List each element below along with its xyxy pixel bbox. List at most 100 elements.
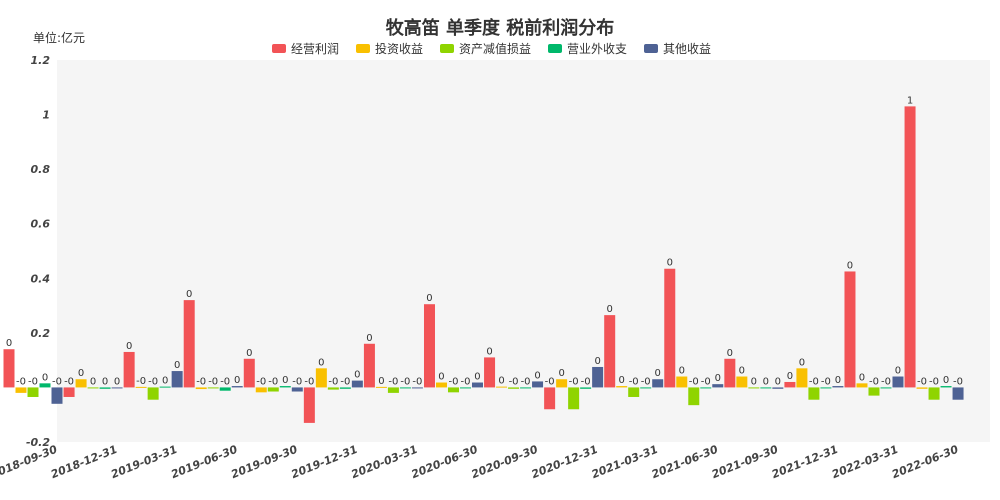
bar — [784, 381, 796, 388]
data-label: -0 — [641, 376, 651, 387]
y-tick-label: -0.2 — [26, 436, 50, 449]
bar — [736, 376, 748, 388]
bar — [315, 368, 327, 388]
bar — [556, 379, 568, 388]
data-label: 0 — [114, 376, 120, 387]
data-label: -0 — [52, 376, 62, 387]
bar — [928, 387, 940, 400]
legend-swatch — [440, 44, 454, 53]
data-label: 0 — [943, 375, 949, 386]
bar — [387, 387, 399, 393]
bar — [592, 366, 604, 388]
x-tick-label: 2022-06-30 — [890, 443, 960, 482]
bar — [459, 387, 471, 389]
data-label: 0 — [486, 346, 492, 357]
data-label: -0 — [581, 376, 591, 387]
bar — [39, 383, 51, 388]
bar — [628, 387, 640, 397]
data-label: 0 — [619, 375, 625, 386]
data-label: -0 — [521, 376, 531, 387]
legend-item: 营业外收支 — [548, 42, 627, 56]
data-label: -0 — [701, 376, 711, 387]
bar — [63, 387, 75, 397]
bar — [243, 358, 255, 388]
x-tick-label: 2022-03-31 — [830, 443, 900, 481]
data-label: 0 — [78, 368, 84, 379]
unit-label: 单位:亿元 — [33, 30, 85, 45]
x-tick-label: 2020-12-31 — [530, 443, 600, 481]
legend-label: 经营利润 — [291, 42, 339, 56]
data-label: 0 — [126, 341, 132, 352]
bar — [435, 382, 447, 388]
data-label: 0 — [102, 376, 108, 387]
data-label: -0 — [569, 376, 579, 387]
data-label: -0 — [689, 376, 699, 387]
bar — [375, 386, 387, 388]
bar — [15, 387, 27, 393]
data-label: 0 — [715, 373, 721, 384]
data-label: 0 — [727, 348, 733, 359]
legend-item: 资产减值损益 — [440, 41, 531, 56]
data-label: -0 — [16, 376, 26, 387]
bar — [195, 387, 207, 390]
bar — [51, 387, 63, 404]
data-label: -0 — [629, 376, 639, 387]
data-label: -0 — [869, 376, 879, 387]
data-label: 0 — [799, 357, 805, 368]
bar — [159, 386, 171, 388]
x-tick-label: 2020-06-30 — [409, 443, 479, 482]
bar — [820, 387, 832, 389]
data-label: 0 — [234, 375, 240, 386]
bars-layer — [3, 106, 964, 423]
data-label: 0 — [763, 376, 769, 387]
x-tick-label: 2020-09-30 — [470, 443, 540, 482]
data-label: -0 — [509, 376, 519, 387]
data-label: -0 — [148, 376, 158, 387]
x-tick-label: 2021-06-30 — [650, 443, 720, 482]
bar — [688, 387, 700, 406]
bar — [327, 387, 339, 390]
data-label: 0 — [438, 372, 444, 383]
data-label: 0 — [318, 357, 324, 368]
bar — [411, 387, 423, 389]
bar — [868, 387, 880, 396]
data-label: 0 — [558, 368, 564, 379]
bar — [940, 386, 952, 388]
y-tick-label: 1 — [42, 109, 50, 122]
bar — [544, 387, 556, 410]
bar — [351, 380, 363, 388]
legend-label: 营业外收支 — [567, 42, 627, 56]
data-label: -0 — [388, 376, 398, 387]
bar — [99, 387, 111, 389]
data-label: -0 — [809, 376, 819, 387]
bar — [219, 387, 231, 391]
data-label: -0 — [196, 376, 206, 387]
x-tick-label: 2019-03-31 — [109, 443, 179, 481]
x-tick-label: 2018-12-31 — [49, 443, 119, 481]
data-label: 0 — [42, 372, 48, 383]
bar — [135, 386, 147, 388]
data-label: 0 — [354, 370, 360, 381]
bar — [676, 376, 688, 388]
bar — [916, 387, 928, 389]
bar — [520, 387, 532, 389]
bar — [303, 387, 315, 423]
data-label: -0 — [64, 376, 74, 387]
data-label: 0 — [498, 376, 504, 387]
data-label: 0 — [378, 376, 384, 387]
bar — [604, 315, 616, 388]
data-label: -0 — [292, 376, 302, 387]
data-label: -0 — [545, 376, 555, 387]
bar — [75, 379, 87, 388]
y-tick-label: 0.8 — [31, 163, 51, 176]
bar — [700, 387, 712, 389]
legend-item: 其他收益 — [644, 42, 711, 56]
bar — [532, 381, 544, 388]
data-label: 0 — [186, 289, 192, 300]
bar — [952, 387, 964, 400]
data-label: -0 — [953, 376, 963, 387]
data-label: -0 — [328, 376, 338, 387]
bar — [87, 387, 99, 389]
